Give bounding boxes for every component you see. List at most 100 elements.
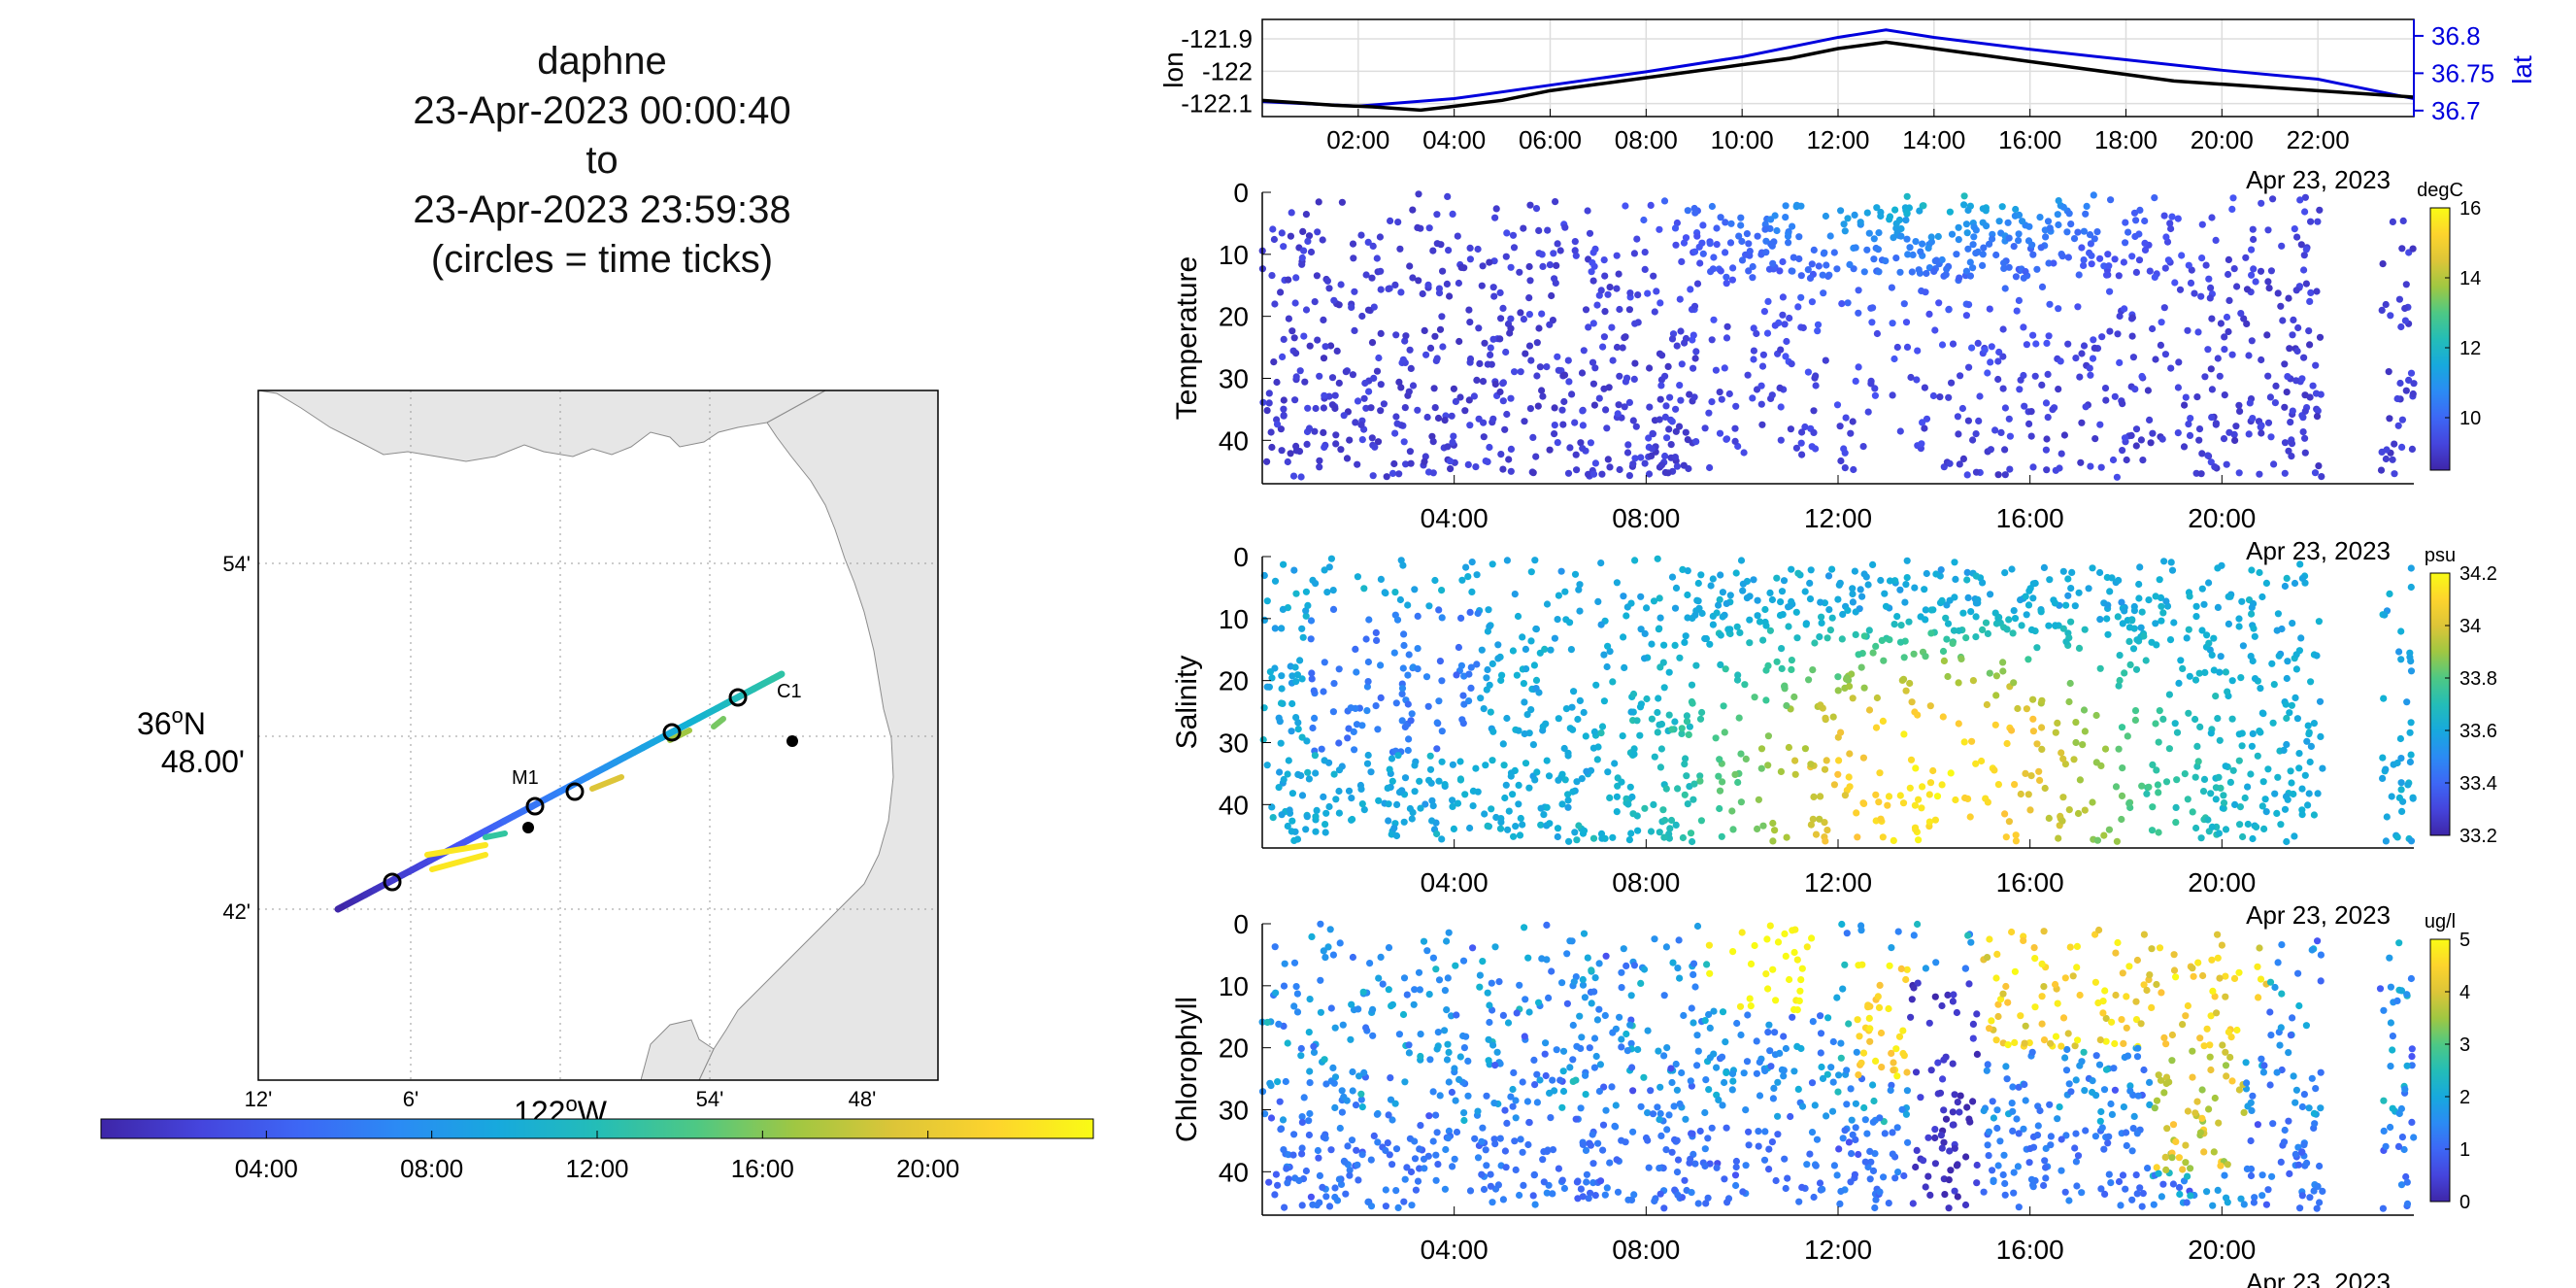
data-point <box>2256 728 2263 735</box>
data-point <box>2260 1062 2268 1069</box>
data-point <box>1280 1146 1288 1154</box>
data-point <box>1957 655 1965 663</box>
data-point <box>1302 588 1310 595</box>
data-point <box>1849 1131 1857 1138</box>
ytick-label: 30 <box>1219 728 1249 758</box>
data-point <box>1516 268 1523 276</box>
data-point <box>2279 317 2287 324</box>
data-point <box>2382 1142 2390 1150</box>
data-point <box>1319 236 1326 244</box>
data-point <box>1764 661 1772 670</box>
data-point <box>1794 303 1802 311</box>
data-point <box>1582 732 1589 740</box>
data-point <box>2277 821 2285 829</box>
data-point <box>1474 1107 1482 1115</box>
data-point <box>1852 608 1859 616</box>
data-point <box>2016 386 2024 393</box>
data-point <box>1531 776 1539 784</box>
data-point <box>1664 362 1672 370</box>
data-point <box>1554 439 1561 447</box>
data-point <box>1682 234 1690 242</box>
data-point <box>1521 418 1528 425</box>
lat-series-line <box>1261 28 2415 108</box>
data-point <box>1473 376 1481 384</box>
data-point <box>1320 1134 1327 1141</box>
data-point <box>1951 1091 1958 1099</box>
data-point <box>1931 1134 1939 1142</box>
data-point <box>1388 777 1396 785</box>
data-point <box>1558 770 1566 778</box>
data-point <box>1692 438 1700 446</box>
data-point <box>1592 1052 1600 1061</box>
data-point <box>1613 252 1621 259</box>
data-point <box>2170 951 2178 959</box>
data-point <box>2155 829 2162 836</box>
data-point <box>1289 472 1298 480</box>
data-point <box>1280 405 1288 413</box>
data-point <box>1632 423 1640 430</box>
data-point <box>1967 608 1975 616</box>
data-point <box>2034 1122 2042 1130</box>
data-point <box>1870 255 1878 263</box>
data-point <box>2124 1052 2132 1060</box>
data-point <box>1643 604 1651 612</box>
data-point <box>1964 245 1972 253</box>
data-point <box>1439 267 1447 275</box>
data-point <box>1686 723 1693 730</box>
map-frame <box>257 390 939 1081</box>
data-point <box>1329 1064 1337 1071</box>
data-point <box>1286 806 1293 814</box>
data-point <box>1288 699 1296 708</box>
data-point <box>1515 727 1522 734</box>
data-point <box>1625 836 1633 844</box>
data-point <box>2136 1184 2144 1192</box>
data-point <box>2015 211 2024 219</box>
data-point <box>1678 257 1686 265</box>
data-point <box>1538 955 1546 963</box>
data-point <box>1999 659 2007 666</box>
data-point <box>1522 996 1529 1003</box>
data-point <box>1962 634 1970 642</box>
data-point <box>1466 319 1474 326</box>
data-point <box>1837 1054 1845 1062</box>
data-point <box>1900 1171 1908 1180</box>
data-point <box>1456 758 1464 765</box>
data-point <box>1860 570 1868 578</box>
data-point <box>1691 209 1699 217</box>
data-point <box>1818 1063 1825 1071</box>
data-point <box>2040 983 2048 991</box>
data-point <box>1931 1126 1939 1134</box>
data-point <box>1943 265 1951 273</box>
data-point <box>1392 831 1401 840</box>
data-point <box>2283 714 2291 723</box>
data-point <box>2283 574 2291 583</box>
data-point <box>1676 1100 1684 1108</box>
data-point <box>1450 825 1457 833</box>
data-point <box>1569 1021 1577 1030</box>
data-point <box>2238 597 2246 605</box>
data-point <box>1979 261 1987 269</box>
data-point <box>1474 245 1482 254</box>
data-point <box>2031 372 2039 380</box>
data-point <box>2080 706 2089 714</box>
data-point <box>1762 237 1770 245</box>
data-point <box>1762 622 1770 629</box>
data-point <box>2248 742 2256 750</box>
data-point <box>1817 1049 1824 1057</box>
data-point <box>1303 737 1311 745</box>
data-point <box>1444 192 1452 200</box>
data-point <box>1942 614 1950 622</box>
data-point <box>2020 936 2027 945</box>
data-point <box>1360 806 1368 814</box>
data-point <box>2197 292 2205 300</box>
data-point <box>2394 1142 2403 1150</box>
data-point <box>1377 694 1385 702</box>
data-point <box>1527 637 1535 645</box>
data-point <box>2200 1148 2208 1156</box>
colorbar-tick-label: 33.4 <box>2459 773 2497 795</box>
data-point <box>1608 323 1616 331</box>
data-point <box>1823 261 1830 269</box>
data-point <box>1949 1108 1957 1116</box>
data-point <box>1576 581 1584 589</box>
